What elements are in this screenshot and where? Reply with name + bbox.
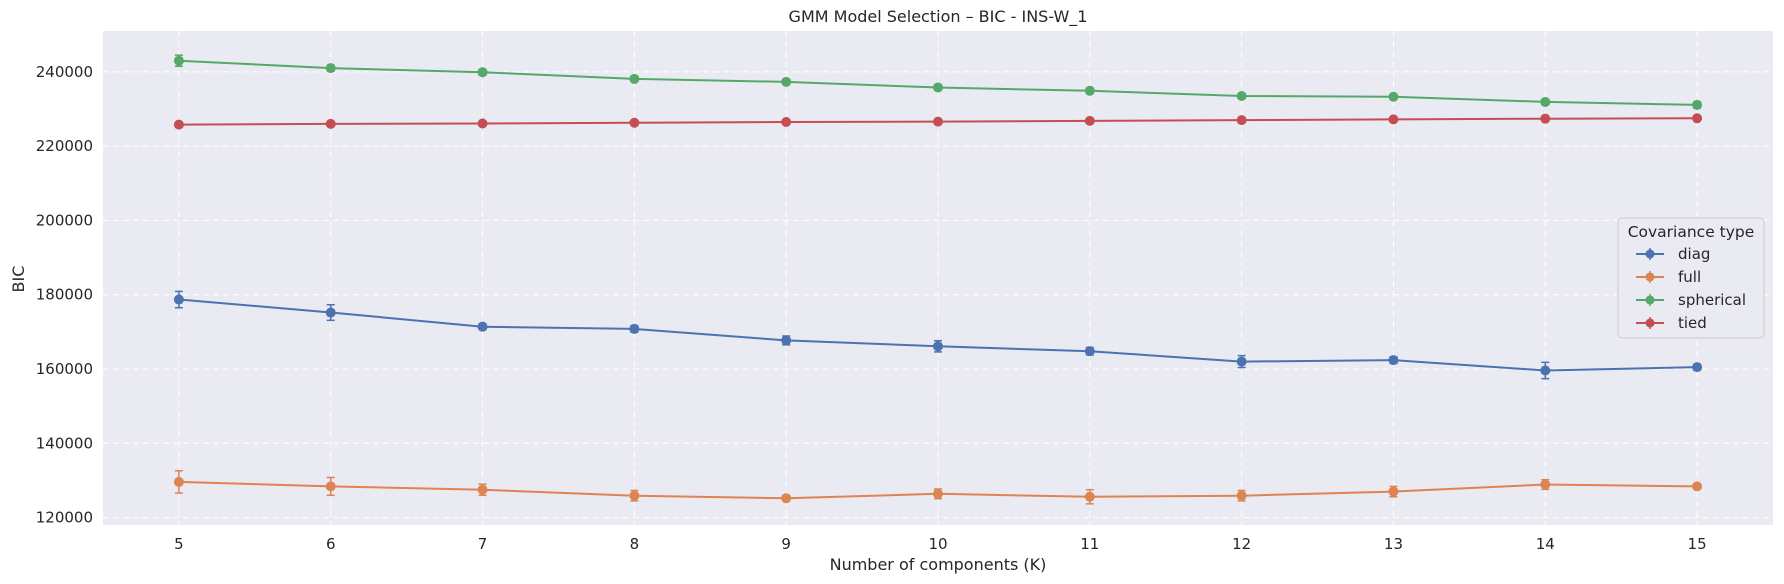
x-tick-label: 6 bbox=[326, 535, 336, 553]
data-point bbox=[1540, 365, 1551, 376]
series-spherical bbox=[173, 54, 1703, 110]
data-point bbox=[1388, 486, 1399, 497]
y-tick-label: 240000 bbox=[36, 63, 93, 81]
legend-label: spherical bbox=[1678, 291, 1746, 309]
series-full bbox=[173, 470, 1703, 505]
data-point bbox=[1692, 362, 1703, 373]
data-point bbox=[477, 484, 488, 495]
data-point bbox=[781, 117, 792, 127]
y-axis-label: BIC bbox=[9, 266, 28, 293]
data-point bbox=[325, 118, 336, 129]
data-point bbox=[1084, 115, 1095, 126]
data-point bbox=[325, 63, 336, 74]
x-tick-label: 7 bbox=[478, 535, 488, 553]
x-tick-label: 9 bbox=[781, 535, 791, 553]
data-point bbox=[629, 323, 640, 334]
data-point bbox=[173, 55, 184, 66]
series-tied bbox=[173, 113, 1703, 130]
x-tick-label: 13 bbox=[1384, 535, 1403, 553]
legend-marker bbox=[1645, 272, 1655, 282]
data-point bbox=[1236, 356, 1247, 367]
series-layer bbox=[173, 54, 1703, 505]
legend-label: full bbox=[1678, 268, 1701, 286]
x-tick-label: 15 bbox=[1688, 535, 1707, 553]
legend-marker bbox=[1645, 249, 1655, 259]
data-point bbox=[933, 488, 943, 499]
x-tick-label: 12 bbox=[1232, 535, 1251, 553]
data-point bbox=[629, 490, 640, 501]
legend-label: tied bbox=[1678, 314, 1707, 332]
x-tick-label: 5 bbox=[174, 535, 184, 553]
legend-label: diag bbox=[1678, 245, 1710, 263]
data-point bbox=[1388, 355, 1399, 366]
data-point bbox=[781, 76, 792, 87]
data-point bbox=[1692, 99, 1703, 110]
data-point bbox=[933, 116, 943, 127]
data-point bbox=[1236, 490, 1247, 501]
data-point bbox=[477, 67, 488, 78]
x-tick-label: 10 bbox=[928, 535, 947, 553]
chart-title: GMM Model Selection – BIC - INS-W_1 bbox=[789, 7, 1088, 27]
legend-item-tied: tied bbox=[1636, 314, 1707, 332]
data-point bbox=[477, 118, 488, 129]
legend-marker bbox=[1645, 295, 1655, 305]
legend-title: Covariance type bbox=[1628, 223, 1755, 241]
x-tick-label: 14 bbox=[1536, 535, 1555, 553]
data-point bbox=[1084, 85, 1095, 96]
data-point bbox=[173, 476, 184, 487]
data-point bbox=[933, 341, 943, 352]
data-point bbox=[1236, 115, 1247, 126]
y-tick-label: 140000 bbox=[36, 434, 93, 452]
data-point bbox=[1084, 346, 1095, 357]
y-tick-label: 200000 bbox=[36, 211, 93, 229]
data-point bbox=[1540, 113, 1551, 124]
data-point bbox=[1084, 491, 1095, 502]
data-point bbox=[173, 294, 184, 305]
x-tick-label: 8 bbox=[630, 535, 640, 553]
legend-marker bbox=[1645, 318, 1655, 328]
data-point bbox=[173, 119, 184, 130]
data-point bbox=[1236, 91, 1247, 101]
x-tick-label: 11 bbox=[1080, 535, 1099, 553]
data-point bbox=[1692, 113, 1703, 124]
x-ticks: 5 6 7 8 9 10 11 12 13 14 15 bbox=[174, 535, 1707, 553]
data-point bbox=[781, 493, 792, 504]
grid bbox=[103, 31, 1773, 525]
legend-item-diag: diag bbox=[1636, 245, 1710, 263]
data-point bbox=[1540, 479, 1551, 490]
legend-items: diag full spherical tied bbox=[1636, 245, 1746, 332]
data-point bbox=[325, 307, 336, 318]
data-point bbox=[629, 73, 640, 84]
y-tick-label: 220000 bbox=[36, 137, 93, 155]
data-point bbox=[933, 82, 943, 93]
data-point bbox=[1692, 481, 1703, 492]
y-tick-label: 120000 bbox=[36, 509, 93, 527]
y-tick-label: 160000 bbox=[36, 360, 93, 378]
data-point bbox=[1540, 96, 1551, 107]
y-ticks: 120000 140000 160000 180000 200000 220000 2400… bbox=[36, 63, 93, 527]
data-point bbox=[325, 481, 336, 492]
legend-frame bbox=[1617, 217, 1765, 339]
x-axis-label: Number of components (K) bbox=[830, 555, 1047, 574]
data-point bbox=[1388, 114, 1399, 125]
legend-item-full: full bbox=[1636, 268, 1701, 286]
data-point bbox=[477, 321, 488, 332]
data-point bbox=[781, 335, 792, 346]
y-tick-label: 180000 bbox=[36, 286, 93, 304]
data-point bbox=[629, 117, 640, 128]
series-diag bbox=[173, 290, 1703, 380]
legend: Covariance type diag full spherical tied bbox=[1617, 217, 1765, 339]
legend-item-spherical: spherical bbox=[1636, 291, 1746, 309]
data-point bbox=[1388, 91, 1399, 102]
